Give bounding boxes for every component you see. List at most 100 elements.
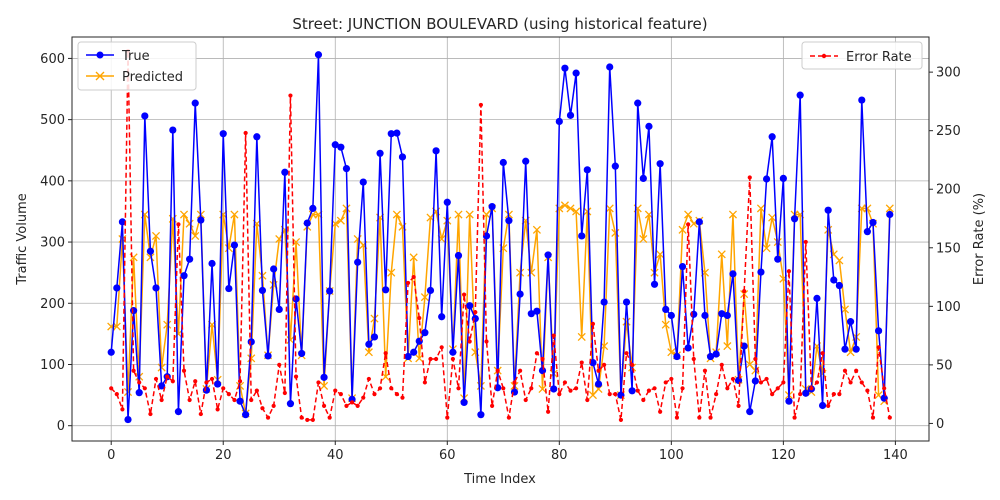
- error-rate-point: [820, 351, 825, 356]
- error-rate-point: [467, 339, 472, 344]
- true-point: [342, 165, 351, 173]
- y-right-tick-label: 250: [936, 124, 961, 139]
- error-rate-point: [181, 368, 187, 373]
- true-point: [202, 386, 211, 394]
- true-point: [706, 352, 715, 361]
- error-rate-point: [725, 386, 730, 391]
- true-point: [684, 344, 692, 352]
- error-rate-point: [568, 388, 573, 393]
- error-rate-point: [372, 392, 377, 397]
- predicted-point: [465, 210, 474, 219]
- error-rate-point: [607, 392, 612, 397]
- y-tick-label: 0: [57, 419, 65, 434]
- true-point: [432, 147, 440, 155]
- error-rate-point: [428, 356, 433, 362]
- x-axis-label: Time Index: [463, 472, 536, 487]
- predicted-point: [415, 354, 424, 363]
- true-point: [869, 218, 877, 227]
- true-point: [326, 287, 334, 295]
- true-point: [645, 122, 653, 130]
- error-rate-point: [753, 356, 758, 362]
- true-point: [270, 265, 278, 273]
- true-point: [454, 251, 463, 260]
- true-point: [886, 210, 894, 219]
- series-layer: [107, 48, 894, 424]
- predicted-point: [639, 234, 648, 244]
- error-rate-point: [714, 392, 719, 397]
- true-point: [320, 373, 328, 381]
- true-point: [488, 202, 496, 211]
- predicted-point: [756, 204, 766, 213]
- true-point: [538, 367, 547, 375]
- true-point: [813, 294, 821, 302]
- true-point: [723, 311, 731, 320]
- true-point: [533, 307, 541, 315]
- true-point: [790, 215, 799, 223]
- true-point: [634, 99, 642, 107]
- predicted-point: [163, 320, 172, 329]
- predicted-point: [538, 384, 547, 394]
- error-rate-point: [523, 397, 528, 403]
- y-tick-label: 300: [40, 236, 65, 251]
- error-rate-point: [641, 397, 646, 403]
- predicted-point: [656, 250, 665, 259]
- true-point: [174, 408, 183, 416]
- true-point: [796, 91, 804, 99]
- error-rate-point: [585, 397, 590, 403]
- error-rate-point: [557, 392, 562, 397]
- predicted-point: [230, 210, 239, 219]
- error-rate-point: [489, 403, 495, 408]
- true-point: [219, 130, 227, 138]
- error-rate-point: [663, 380, 668, 385]
- error-rate-point: [209, 376, 215, 382]
- true-point: [550, 385, 558, 393]
- error-rate-point: [187, 397, 192, 403]
- predicted-point: [420, 293, 429, 302]
- error-rate-point: [260, 406, 265, 411]
- true-point: [281, 168, 289, 176]
- true-point: [818, 401, 827, 410]
- predicted-point: [661, 320, 670, 329]
- true-point: [135, 389, 143, 397]
- true-point: [572, 69, 580, 77]
- predicted-point: [364, 348, 373, 357]
- error-rate-point: [635, 388, 640, 393]
- predicted-point: [392, 210, 401, 219]
- true-point: [667, 311, 675, 320]
- plot-frame: [71, 36, 930, 442]
- true-point: [258, 286, 267, 295]
- x-tick-label: 20: [215, 448, 232, 463]
- predicted-point: [723, 342, 732, 351]
- predicted-point: [577, 332, 586, 341]
- true-point: [309, 204, 317, 212]
- predicted-point: [527, 268, 536, 277]
- error-rate-point: [153, 376, 159, 382]
- error-rate-point: [562, 380, 568, 385]
- error-rate-point: [293, 374, 299, 379]
- error-rate-point: [394, 392, 399, 397]
- error-rate-point: [764, 376, 769, 382]
- error-rate-point: [786, 269, 792, 274]
- legend-right: Error Rate: [801, 41, 923, 70]
- true-point: [583, 166, 591, 174]
- predicted-point: [762, 244, 771, 253]
- error-rate-point: [736, 403, 741, 408]
- true-point: [718, 310, 726, 318]
- error-rate-point: [237, 379, 243, 384]
- y-right-tick-label: 300: [936, 66, 961, 81]
- error-rate-point: [781, 380, 786, 385]
- true-point: [471, 314, 479, 323]
- error-rate-point: [478, 102, 483, 108]
- error-rate-point: [652, 386, 657, 391]
- predicted-point: [885, 204, 894, 213]
- error-rate-point: [837, 392, 842, 397]
- y-axis-label: Traffic Volume: [15, 193, 30, 286]
- true-point: [146, 247, 155, 255]
- error-rate-point: [338, 392, 343, 397]
- error-rate-point: [288, 93, 293, 98]
- error-rate-point: [579, 360, 584, 365]
- error-rate-point: [574, 386, 579, 391]
- true-point: [695, 218, 703, 226]
- true-point: [236, 397, 244, 405]
- x-tick-label: 60: [439, 448, 456, 463]
